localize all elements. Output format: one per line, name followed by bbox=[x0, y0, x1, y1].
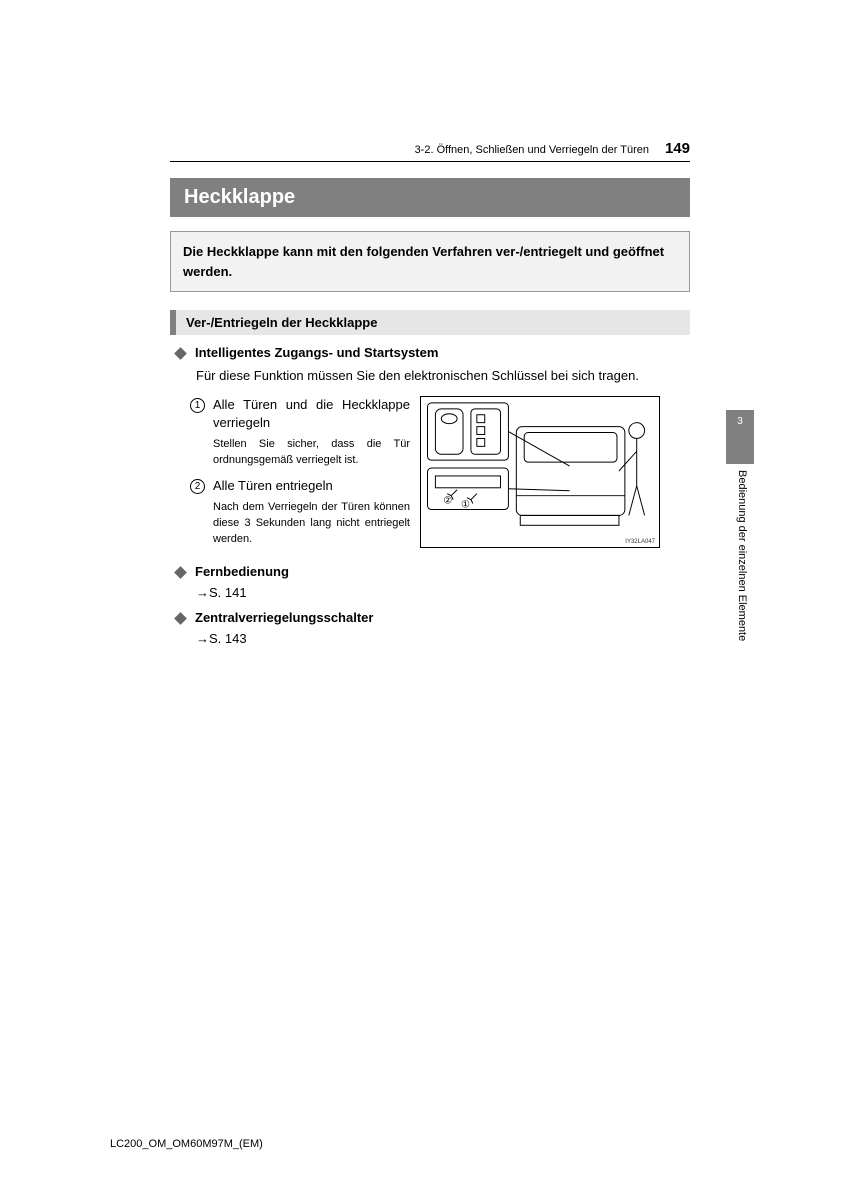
diamond-icon bbox=[174, 566, 187, 579]
section-2-heading: Fernbedienung bbox=[176, 564, 690, 579]
page-content: 3-2. Öffnen, Schließen und Verriegeln de… bbox=[170, 140, 690, 656]
section-1-body: Für diese Funktion müssen Sie den elektr… bbox=[196, 366, 690, 386]
chapter-title: Heckklappe bbox=[170, 178, 690, 217]
step-2-title: Alle Türen entriegeln bbox=[213, 477, 333, 496]
section-1-heading: Intelligentes Zugangs- und Startsystem bbox=[176, 345, 690, 360]
section-1-title: Intelligentes Zugangs- und Startsystem bbox=[195, 345, 438, 360]
svg-text:①: ① bbox=[461, 499, 470, 510]
header-rule bbox=[170, 161, 690, 162]
step-1: 1 Alle Türen und die Heckklappe verriege… bbox=[190, 396, 410, 434]
section-3-heading: Zentralverriegelungsschalter bbox=[176, 610, 690, 625]
step-2-note: Nach dem Verriegeln der Türen können die… bbox=[213, 500, 410, 548]
illustration-code: IY32LA047 bbox=[625, 539, 655, 545]
section-path: 3-2. Öffnen, Schließen und Verriegeln de… bbox=[415, 144, 649, 156]
subheading: Ver-/Entriegeln der Heckklappe bbox=[170, 310, 690, 335]
section-2-ref: →S. 141 bbox=[196, 585, 690, 600]
side-tab-number: 3 bbox=[737, 416, 743, 427]
footer-code: LC200_OM_OM60M97M_(EM) bbox=[110, 1138, 263, 1150]
diamond-icon bbox=[174, 347, 187, 360]
intro-box: Die Heckklappe kann mit den folgenden Ve… bbox=[170, 231, 690, 292]
illustration: ② ① IY32LA047 bbox=[420, 396, 660, 548]
step-1-number: 1 bbox=[190, 398, 205, 413]
steps-list: 1 Alle Türen und die Heckklappe verriege… bbox=[190, 396, 410, 556]
vehicle-back-svg: ② ① bbox=[421, 397, 659, 547]
diamond-icon bbox=[174, 612, 187, 625]
steps-and-illustration: 1 Alle Türen und die Heckklappe verriege… bbox=[190, 396, 690, 556]
step-1-note: Stellen Sie sicher, dass die Tür ordnung… bbox=[213, 437, 410, 469]
page-header: 3-2. Öffnen, Schließen und Verriegeln de… bbox=[170, 140, 690, 157]
svg-text:②: ② bbox=[443, 495, 452, 506]
side-label: Bedienung der einzelnen Elemente bbox=[736, 470, 748, 641]
step-2-number: 2 bbox=[190, 479, 205, 494]
step-1-title: Alle Türen und die Heckklappe verriegeln bbox=[213, 396, 410, 434]
section-2-title: Fernbedienung bbox=[195, 564, 289, 579]
section-3-ref: →S. 143 bbox=[196, 631, 690, 646]
section-3-title: Zentralverriegelungsschalter bbox=[195, 610, 373, 625]
step-2: 2 Alle Türen entriegeln bbox=[190, 477, 410, 496]
side-tab: 3 bbox=[726, 410, 754, 464]
page-number: 149 bbox=[665, 140, 690, 157]
